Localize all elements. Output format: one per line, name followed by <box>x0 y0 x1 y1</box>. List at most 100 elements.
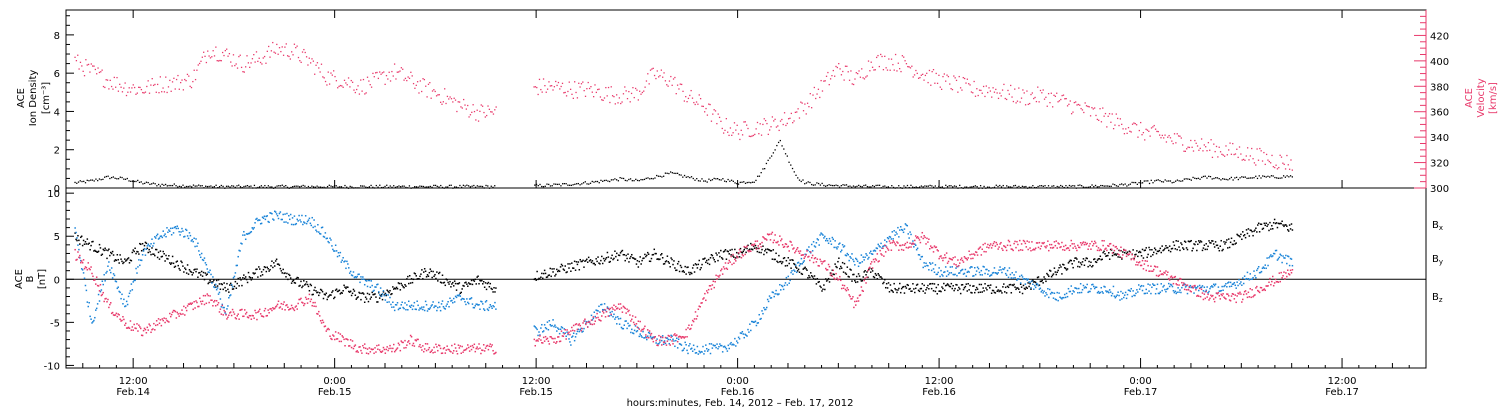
data-point-ion-density <box>1136 183 1138 186</box>
data-point-bz <box>485 345 488 347</box>
data-point-bx <box>355 298 358 300</box>
data-point-velocity <box>801 102 803 104</box>
data-point-ion-density <box>854 186 856 188</box>
data-point-by <box>704 350 706 352</box>
data-point-velocity <box>758 133 760 135</box>
data-point-bz <box>363 343 366 345</box>
data-point-bz <box>736 256 739 259</box>
data-point-by <box>138 259 140 261</box>
data-point-velocity <box>131 87 133 89</box>
data-point-bx <box>368 293 371 296</box>
data-point-bx <box>315 290 317 292</box>
data-point-bx <box>625 254 627 257</box>
data-point-bz <box>427 348 430 351</box>
data-point-velocity <box>171 81 174 83</box>
data-point-by <box>1068 290 1071 293</box>
data-point-by <box>715 346 717 349</box>
data-point-velocity <box>930 84 932 86</box>
data-point-ion-density <box>696 178 698 180</box>
data-point-velocity <box>419 80 421 82</box>
data-point-bx <box>617 254 620 256</box>
data-point-by <box>1276 259 1279 261</box>
data-point-bx <box>683 271 686 273</box>
data-point-velocity <box>548 81 550 83</box>
data-point-bz <box>177 313 179 315</box>
data-point-bx <box>916 283 919 286</box>
data-point-bz <box>489 343 492 345</box>
data-point-bx <box>760 251 762 254</box>
data-point-bx <box>988 287 991 289</box>
data-point-bx <box>1237 234 1239 237</box>
data-point-bx <box>902 285 905 288</box>
data-point-bx <box>946 283 949 285</box>
data-point-bx <box>1118 249 1120 252</box>
data-point-by <box>884 244 887 247</box>
data-point-velocity <box>423 78 426 81</box>
data-point-by <box>1178 291 1180 293</box>
data-point-by <box>1003 267 1006 269</box>
data-point-by <box>792 273 794 275</box>
data-point-by <box>479 308 481 311</box>
data-point-bz <box>544 335 547 338</box>
data-point-velocity <box>1221 153 1223 155</box>
data-point-bx <box>1172 241 1175 243</box>
data-point-bx <box>452 281 454 284</box>
data-point-ion-density <box>116 178 118 180</box>
data-point-by <box>316 230 318 233</box>
data-point-bx <box>956 284 958 286</box>
data-point-by <box>1147 283 1149 285</box>
data-point-bx <box>249 276 252 279</box>
data-point-ion-density <box>804 183 806 185</box>
data-point-by <box>698 350 700 353</box>
data-point-bz <box>414 339 417 341</box>
data-point-velocity <box>193 69 195 71</box>
data-point-velocity <box>393 63 396 65</box>
data-point-by <box>385 293 388 296</box>
data-point-by <box>1164 288 1166 291</box>
data-point-velocity <box>468 116 470 118</box>
data-point-by <box>154 236 156 238</box>
data-point-bz <box>396 347 399 349</box>
data-point-ion-density <box>617 180 620 182</box>
data-point-velocity <box>1157 130 1159 133</box>
data-point-bx <box>84 241 87 243</box>
data-point-by <box>620 326 623 329</box>
data-point-bz <box>320 322 323 324</box>
data-point-velocity <box>444 88 446 90</box>
data-point-ion-density <box>824 185 827 187</box>
data-point-by <box>1288 264 1291 267</box>
data-point-by <box>261 216 264 218</box>
data-point-velocity <box>829 78 832 80</box>
data-point-bx <box>660 254 662 256</box>
data-point-bz <box>571 329 574 332</box>
data-point-velocity <box>365 92 367 94</box>
data-point-bx <box>1223 241 1225 243</box>
data-point-by <box>180 231 182 233</box>
data-point-velocity <box>1060 98 1062 101</box>
data-point-by <box>1070 285 1073 287</box>
data-point-bz <box>672 343 674 345</box>
data-point-bx <box>204 272 207 274</box>
data-point-by <box>647 331 650 334</box>
data-point-by <box>1029 281 1031 283</box>
data-point-ion-density <box>1140 182 1142 184</box>
data-point-by <box>1260 270 1263 273</box>
data-point-by <box>360 276 362 278</box>
data-point-velocity <box>595 91 598 94</box>
data-point-bx <box>1032 279 1034 282</box>
data-point-ion-density <box>769 157 771 159</box>
data-point-bz <box>768 233 771 236</box>
data-point-bx <box>360 298 362 301</box>
data-point-bx <box>1075 257 1077 259</box>
data-point-by <box>682 349 685 351</box>
data-point-velocity <box>194 78 197 81</box>
data-point-by <box>284 213 286 215</box>
data-point-bx <box>673 260 675 262</box>
data-point-by <box>310 224 313 227</box>
data-point-ion-density <box>332 186 334 188</box>
data-point-ion-density <box>98 178 101 180</box>
data-point-bx <box>282 268 284 271</box>
data-point-bz <box>91 272 93 275</box>
data-point-bz <box>482 344 485 346</box>
data-point-by <box>1257 267 1259 270</box>
